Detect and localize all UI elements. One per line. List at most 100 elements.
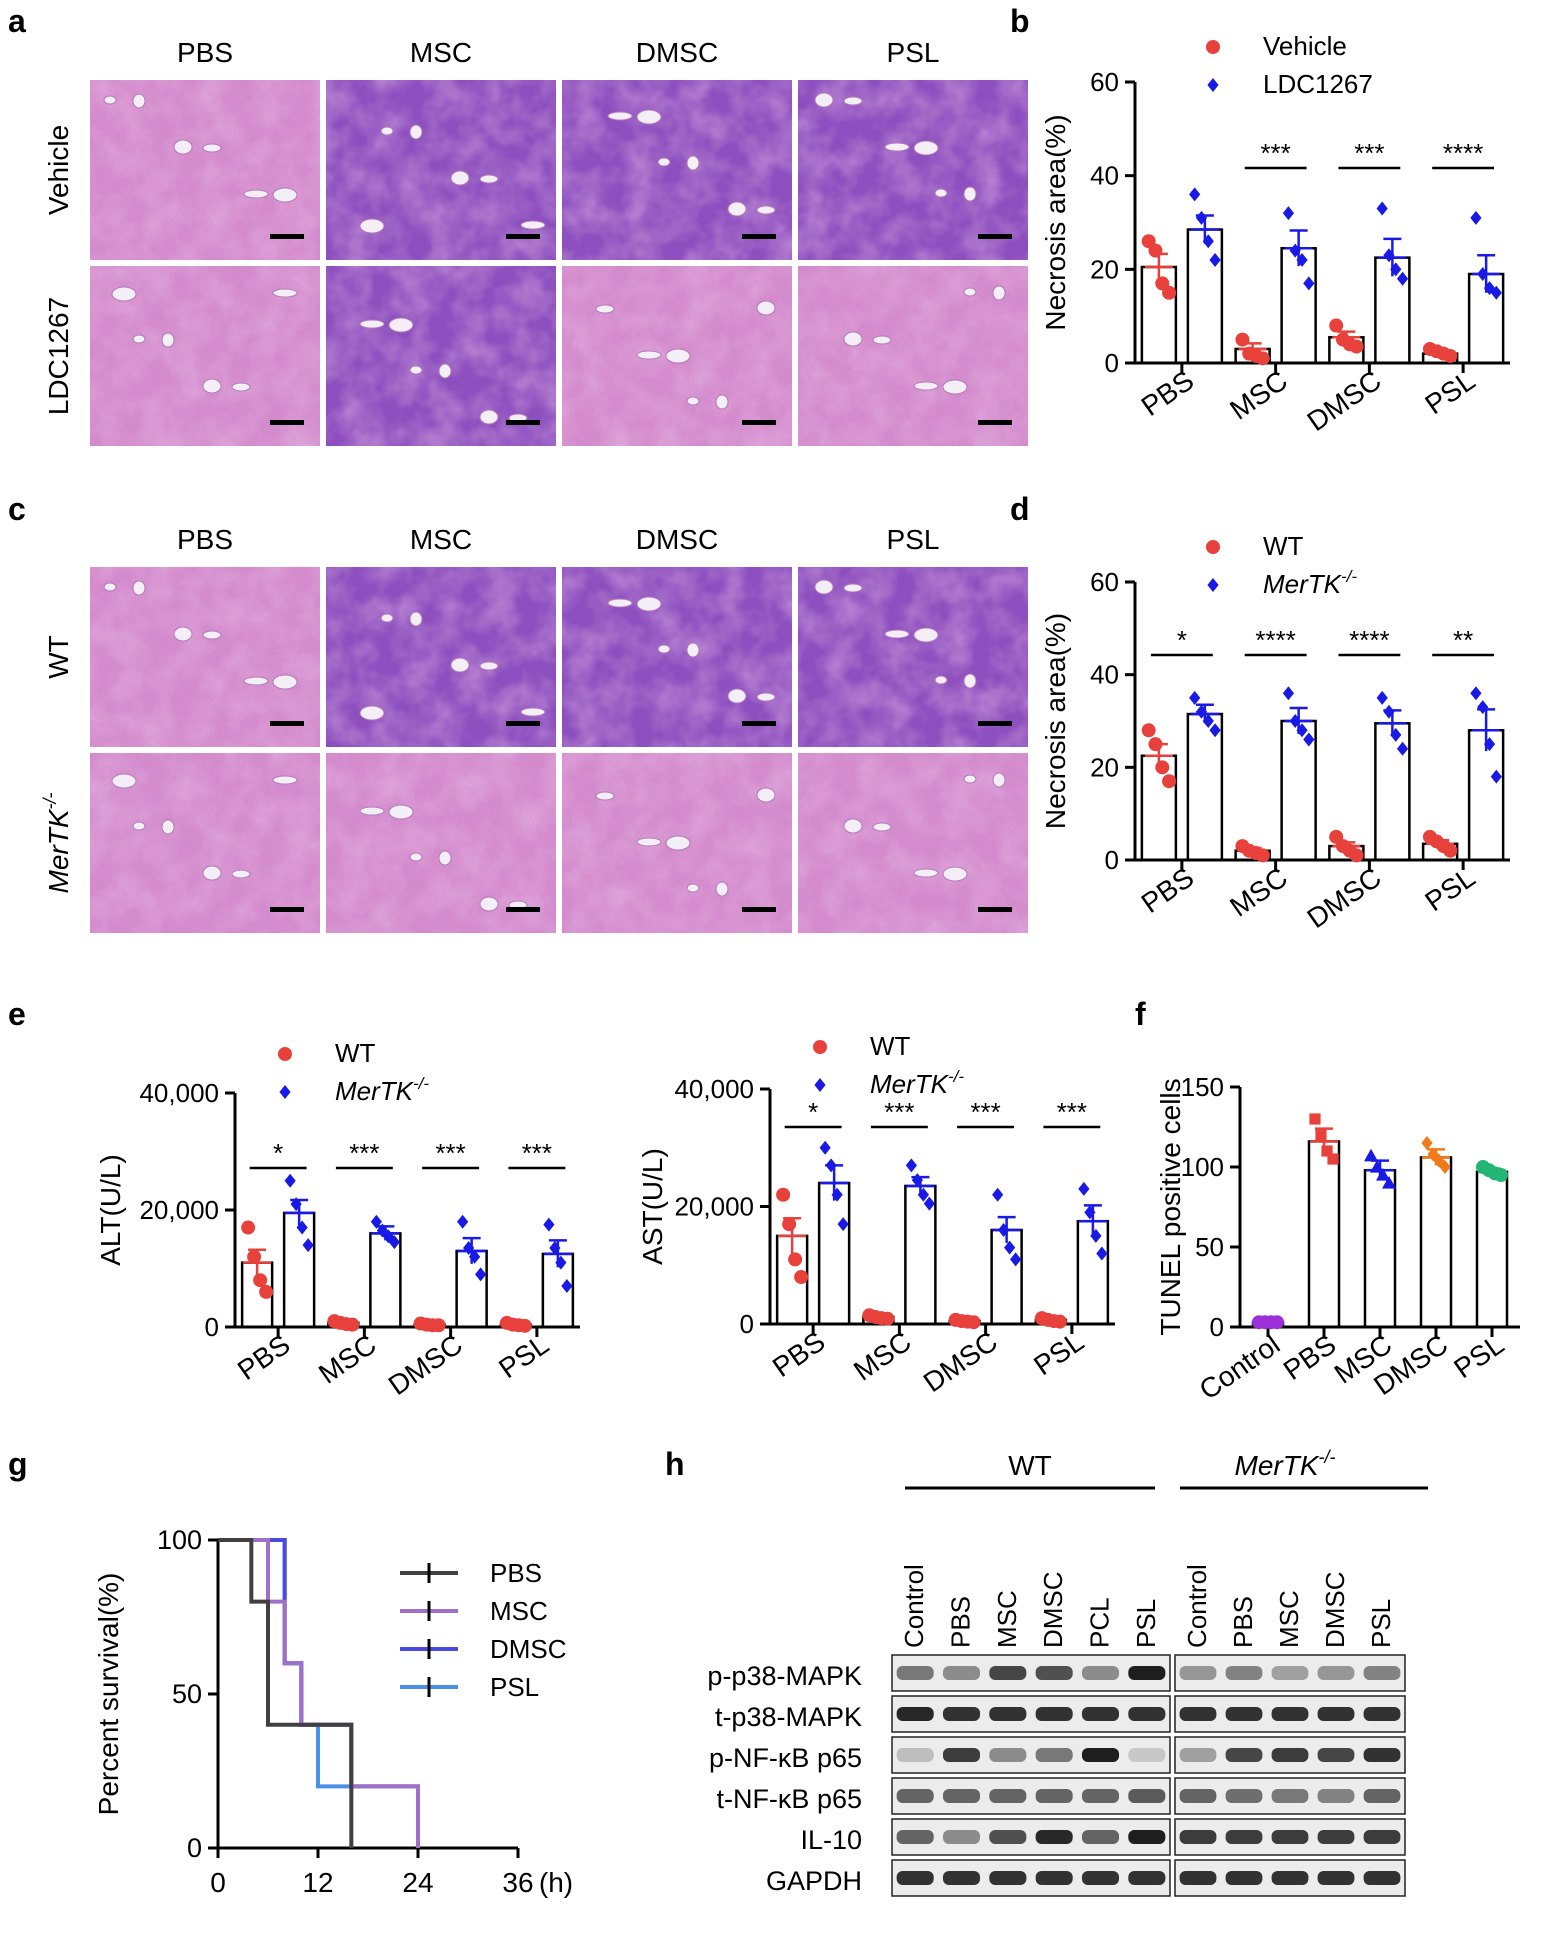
data-point [1349, 848, 1364, 863]
significance-label: **** [1255, 625, 1295, 655]
blot-band [1179, 1830, 1217, 1844]
data-point [1162, 774, 1177, 789]
lane-label: PSL [1366, 1599, 1396, 1648]
blot-band [1271, 1666, 1309, 1680]
vessel [173, 139, 193, 155]
histo-column-label: PSL [887, 524, 940, 555]
legend-label: DMSC [490, 1634, 567, 1664]
data-point [370, 1214, 382, 1229]
data-point [1090, 1228, 1102, 1243]
x-tick-label: MSC [1224, 862, 1293, 923]
y-tick-label: 20 [1090, 254, 1119, 284]
data-point [837, 1217, 849, 1232]
data-point [1376, 201, 1388, 216]
blot-strip [891, 1654, 1171, 1692]
data-point [1096, 1246, 1108, 1261]
blot-row-label: IL-10 [800, 1825, 862, 1855]
blot-band [942, 1748, 981, 1762]
legend-label: WT [1263, 531, 1304, 561]
histo-column-label: PBS [177, 524, 233, 555]
blot-band [896, 1871, 934, 1885]
data-point [911, 1173, 923, 1188]
y-axis-label: AST(U/L) [637, 1148, 668, 1265]
panel-letter-b: b [1010, 3, 1030, 39]
x-tick-label: PSL [1028, 1326, 1089, 1382]
blot-band [942, 1871, 981, 1885]
data-point [457, 1214, 469, 1229]
data-point [1321, 1145, 1333, 1157]
bar [1307, 1140, 1341, 1329]
significance-label: **** [1443, 138, 1483, 168]
blot-band [1179, 1871, 1217, 1885]
data-point [1421, 1136, 1433, 1150]
data-point [296, 1220, 308, 1235]
data-point [1255, 351, 1270, 366]
x-tick-label: DMSC [1301, 365, 1386, 438]
vessel [479, 409, 499, 425]
data-point [475, 1267, 487, 1282]
legend-label: MerTK-/- [870, 1067, 964, 1099]
vessel [520, 220, 546, 230]
x-tick-label: PBS [767, 1326, 831, 1384]
significance-label: *** [1354, 138, 1384, 168]
data-point [555, 1255, 567, 1270]
blot-band [1225, 1871, 1263, 1885]
blot-row-label: t-p38-MAPK [715, 1702, 862, 1732]
data-point [1195, 704, 1208, 719]
blot-row-label: p-p38-MAPK [707, 1661, 862, 1691]
blot-band [942, 1830, 981, 1844]
legend-label: LDC1267 [1263, 69, 1373, 99]
vessel [992, 285, 1006, 301]
data-point [794, 1270, 809, 1284]
data-point [1010, 1252, 1022, 1267]
vessel [992, 772, 1006, 788]
x-tick-label: PBS [1136, 862, 1200, 920]
vessel [814, 579, 834, 595]
x-tick-label: PBS [232, 1329, 296, 1387]
blot-band [1179, 1748, 1217, 1762]
bar [1363, 1168, 1397, 1329]
x-tick-label: MSC [313, 1329, 382, 1390]
vessel [132, 334, 146, 344]
blot-strip [891, 1859, 1171, 1897]
vessel [231, 382, 251, 392]
panel-letter-e: e [8, 996, 26, 1032]
blot-band [896, 1666, 934, 1680]
lane-label: Control [899, 1564, 929, 1648]
data-point [1207, 578, 1219, 592]
data-point [1427, 1147, 1439, 1162]
vessel [359, 705, 385, 721]
data-point [1282, 686, 1295, 701]
data-point [1296, 723, 1308, 738]
vessel [438, 850, 452, 866]
blot-band [1317, 1871, 1355, 1885]
histo-row-label: MerTK-/- [40, 793, 74, 894]
legend-sup: -/- [413, 1074, 429, 1093]
y-axis-label: Percent survival(%) [93, 1573, 124, 1816]
vessel [380, 613, 394, 623]
vessel [231, 869, 251, 879]
blot-band [989, 1707, 1027, 1721]
histo-tile-grain [90, 80, 320, 260]
blot-band [1128, 1830, 1166, 1844]
vessel [814, 92, 834, 108]
blot-band [1179, 1789, 1217, 1803]
data-point [1202, 234, 1214, 249]
blot-row-label: p-NF-κB p65 [709, 1743, 862, 1773]
bar [990, 1228, 1023, 1326]
vessel [934, 675, 948, 685]
blot-band [1317, 1789, 1355, 1803]
vessel [727, 688, 747, 704]
western-blot-panel: WT MerTK-/- Control PBS MSC DMSC PCL PSL Control… [707, 1447, 1428, 1897]
lane-label: DMSC [1038, 1571, 1068, 1648]
data-point [880, 1311, 895, 1326]
scale-bar [506, 234, 540, 239]
scale-bar [978, 234, 1012, 239]
significance-label: *** [349, 1138, 379, 1168]
legend-label: PBS [490, 1558, 542, 1588]
data-point [1390, 727, 1402, 742]
data-point [1349, 339, 1364, 354]
legend-label: MSC [490, 1596, 548, 1626]
vessel [963, 186, 977, 202]
